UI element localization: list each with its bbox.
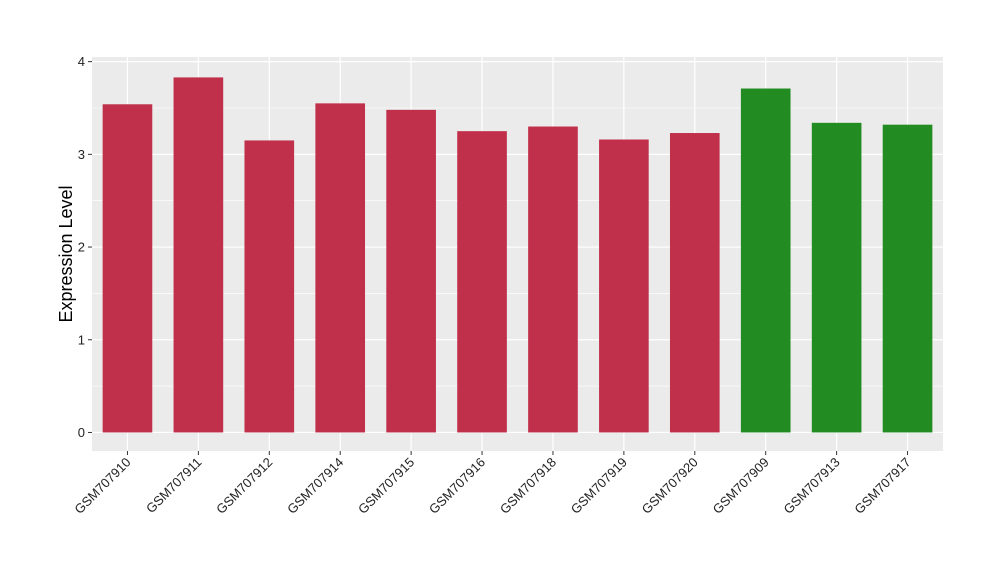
x-tick-label: GSM707918 (497, 455, 559, 517)
bar-gsm707914 (315, 103, 366, 433)
y-axis: 0 1 2 3 4 (78, 54, 92, 440)
x-tick-label: GSM707916 (426, 455, 488, 517)
y-tick-label: 4 (78, 54, 85, 69)
y-tick-label: 2 (78, 240, 85, 255)
bar-gsm707920 (669, 133, 720, 433)
x-tick-label: GSM707920 (639, 455, 701, 517)
x-tick-label: GSM707911 (143, 455, 205, 517)
bar-gsm707913 (811, 122, 862, 433)
x-tick-label: GSM707910 (71, 455, 133, 517)
y-axis-title: Expression Level (56, 185, 76, 322)
bar-gsm707917 (882, 124, 933, 433)
bar-gsm707912 (244, 140, 295, 433)
x-tick-label: GSM707915 (355, 455, 417, 517)
bar-gsm707916 (457, 131, 507, 433)
y-tick-label: 0 (78, 425, 85, 440)
y-tick-label: 3 (78, 147, 85, 162)
x-axis: GSM707910 GSM707911 GSM707912 GSM707914 GSM7… (71, 451, 914, 517)
x-tick-label: GSM707909 (710, 455, 772, 517)
plot-background (92, 57, 943, 451)
bars (102, 77, 933, 433)
x-tick-label: GSM707914 (284, 455, 346, 517)
x-tick-label: GSM707913 (781, 455, 843, 517)
bar-gsm707918 (528, 126, 578, 433)
bar-gsm707919 (599, 139, 649, 433)
x-tick-label: GSM707919 (568, 455, 630, 517)
bar-gsm707909 (740, 88, 791, 433)
bar-gsm707911 (173, 77, 224, 433)
x-tick-label: GSM707917 (851, 455, 913, 517)
x-tick-label: GSM707912 (213, 455, 275, 517)
bar-gsm707915 (386, 109, 436, 433)
bar-gsm707910 (102, 104, 153, 433)
y-tick-label: 1 (78, 332, 85, 347)
